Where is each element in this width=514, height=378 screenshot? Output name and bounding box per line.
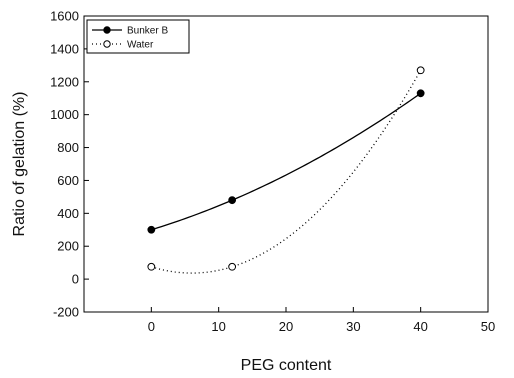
y-tick-label: 400	[57, 206, 79, 221]
y-tick-label: -200	[53, 305, 79, 320]
legend: Bunker B Water	[86, 19, 190, 54]
legend-box	[86, 19, 190, 54]
y-tick-label: 1000	[50, 107, 79, 122]
x-tick-label: 10	[211, 319, 225, 334]
x-tick-label: 20	[279, 319, 293, 334]
data-point-water	[228, 262, 237, 271]
data-point-water	[147, 262, 156, 271]
series-line-water	[151, 69, 422, 274]
y-tick-label: 1200	[50, 74, 79, 89]
y-tick-label: 1400	[50, 41, 79, 56]
x-tick-label: 0	[148, 319, 155, 334]
series-line-bunker-b	[151, 92, 422, 231]
x-tick-label: 40	[413, 319, 427, 334]
legend-marker-bunker-b	[103, 26, 111, 34]
y-tick-label: 200	[57, 239, 79, 254]
y-tick-label: 1600	[50, 9, 79, 24]
y-tick-label: 600	[57, 173, 79, 188]
y-axis-ticks: -200 0 200 400 600 800 1000 1200 1400 1600	[50, 9, 89, 320]
y-tick-label: 800	[57, 140, 79, 155]
series-layer	[147, 66, 425, 274]
legend-label-bunker-b: Bunker B	[127, 26, 168, 37]
x-axis-ticks: 0 10 20 30 40 50	[148, 307, 495, 334]
data-point-bunker-b	[147, 225, 156, 234]
y-axis-title: Ratio of gelation (%)	[11, 92, 28, 237]
x-tick-label: 30	[346, 319, 360, 334]
data-point-bunker-b	[416, 89, 425, 98]
data-point-bunker-b	[228, 196, 237, 205]
x-axis-title: PEG content	[241, 357, 332, 374]
legend-marker-water	[103, 40, 111, 48]
x-tick-label: 50	[481, 319, 495, 334]
data-point-water	[416, 66, 425, 75]
legend-label-water: Water	[127, 40, 154, 51]
y-tick-label: 0	[72, 272, 79, 287]
plot-frame	[83, 15, 489, 313]
